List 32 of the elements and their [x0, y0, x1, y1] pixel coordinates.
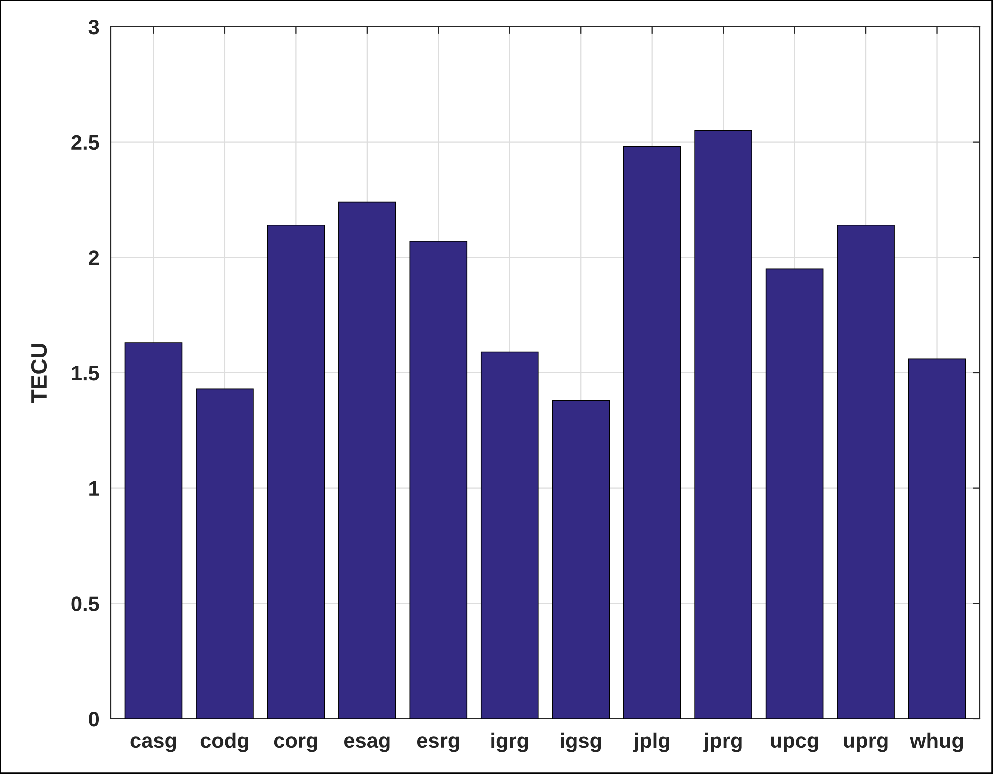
y-tick-label: 1: [90, 482, 100, 496]
bar: [338, 202, 396, 719]
x-tick-label: whug: [910, 732, 964, 752]
bar: [623, 146, 682, 719]
x-tick-label: esag: [344, 736, 390, 752]
y-tick-label: 1.5: [72, 366, 100, 381]
bar: [267, 224, 326, 719]
x-tick-label: uprg: [844, 736, 888, 752]
x-tick-label: igsg: [561, 732, 602, 752]
x-tick-label: corg: [274, 736, 318, 752]
y-tick-label: 3: [88, 20, 100, 35]
x-tick-label: esrg: [417, 736, 460, 752]
bar: [480, 352, 539, 719]
x-tick-label: jprg: [704, 732, 742, 752]
x-tick-label: upcg: [771, 736, 818, 752]
y-axis-title: TECU: [31, 344, 48, 403]
x-tick-label: igrg: [492, 732, 528, 752]
y-tick-label: 2: [89, 250, 100, 266]
bar: [766, 268, 824, 719]
bar: [196, 388, 254, 719]
bar: [410, 241, 468, 719]
x-tick-label: casg: [130, 736, 176, 752]
y-tick-label: 0.5: [72, 596, 100, 612]
bar: [837, 224, 895, 719]
y-tick-label: 2.5: [72, 135, 100, 150]
bar: [908, 358, 966, 719]
x-tick-label: codg: [200, 732, 248, 752]
bar: [552, 400, 610, 719]
x-tick-label: jplg: [634, 732, 670, 752]
bar: [124, 342, 183, 719]
y-tick-label: 0: [89, 712, 100, 727]
bar: [694, 130, 752, 719]
